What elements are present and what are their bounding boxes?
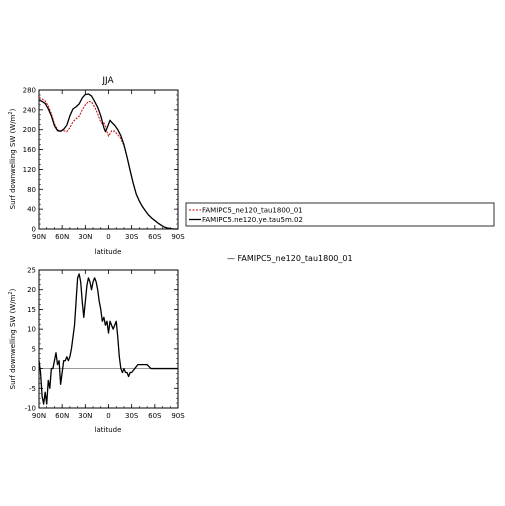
bottom-series-line-0 xyxy=(38,273,178,405)
bottom-ytick-label: 10 xyxy=(27,326,36,334)
top-legend-label-1: FAMIPC5_ne120_tau1800_01 xyxy=(202,207,303,215)
top-panel: JJA 90N 60N 30N 0 30S 60S 90S 0 40 80 120 160 200 240… xyxy=(8,76,185,256)
bottom-legend-label: — FAMIPC5_ne120_tau1800_01 xyxy=(227,254,353,263)
bottom-xtick-label: 60N xyxy=(55,412,69,420)
bottom-xtick-label: 90N xyxy=(32,412,46,420)
top-ytick-label: 80 xyxy=(27,186,36,194)
top-legend-box xyxy=(185,202,495,227)
bottom-series-group xyxy=(38,273,178,405)
top-ytick-label: 160 xyxy=(23,146,36,154)
top-x-axis-label: latitude xyxy=(95,248,122,256)
bottom-x-axis-label: latitude xyxy=(95,426,122,434)
bottom-ytick-label: 25 xyxy=(27,267,36,275)
bottom-y-axis-label: Surf downwelling SW (W/m2) xyxy=(8,288,17,389)
top-axis-ticks: 90N 60N 30N 0 30S 60S 90S 0 40 80 120 160 200 240 280 xyxy=(23,87,186,242)
top-y-axis-label: Surf downwelling SW (W/m2) xyxy=(8,108,17,209)
top-xtick-label: 60N xyxy=(55,233,69,241)
top-ytick-label: 280 xyxy=(23,87,36,95)
top-ytick-label: 40 xyxy=(27,206,36,214)
bottom-ytick-label: 20 xyxy=(27,286,36,294)
bottom-ytick-label: -10 xyxy=(25,405,36,413)
bottom-xtick-label: 60S xyxy=(148,412,162,420)
top-xtick-label: 90N xyxy=(32,233,46,241)
top-series-group xyxy=(38,93,178,230)
top-ytick-label: 200 xyxy=(23,126,36,134)
bottom-axis-ticks: 90N 60N 30N 0 30S 60S 90S -10 -5 0 5 10 15 20 25 xyxy=(25,267,186,421)
bottom-ytick-label: 15 xyxy=(27,306,36,314)
top-ytick-label: 120 xyxy=(23,166,36,174)
top-ytick-label: 240 xyxy=(23,106,36,114)
bottom-xtick-label: 30N xyxy=(78,412,92,420)
top-xtick-label: 0 xyxy=(106,233,110,241)
top-legend-label-2: FAMIPC5.ne120.ye.tau5m.02 xyxy=(202,216,303,224)
top-legend: FAMIPC5_ne120_tau1800_01 FAMIPC5.ne120.y… xyxy=(185,202,495,227)
top-xtick-label: 30N xyxy=(78,233,92,241)
bottom-ytick-label: 5 xyxy=(32,345,36,353)
top-xtick-label: 30S xyxy=(125,233,139,241)
top-ytick-label: 0 xyxy=(32,226,36,234)
bottom-xtick-label: 0 xyxy=(106,412,110,420)
top-xtick-label: 90S xyxy=(171,233,185,241)
top-series-line-1 xyxy=(38,93,178,230)
bottom-panel: 90N 60N 30N 0 30S 60S 90S -10 -5 0 5 10 15 20 25 latit… xyxy=(8,267,185,435)
bottom-xtick-label: 90S xyxy=(171,412,185,420)
bottom-xtick-label: 30S xyxy=(125,412,139,420)
bottom-ytick-label: -5 xyxy=(29,385,36,393)
top-panel-title: JJA xyxy=(101,76,114,86)
bottom-ytick-label: 0 xyxy=(32,365,36,373)
top-xtick-label: 60S xyxy=(148,233,162,241)
